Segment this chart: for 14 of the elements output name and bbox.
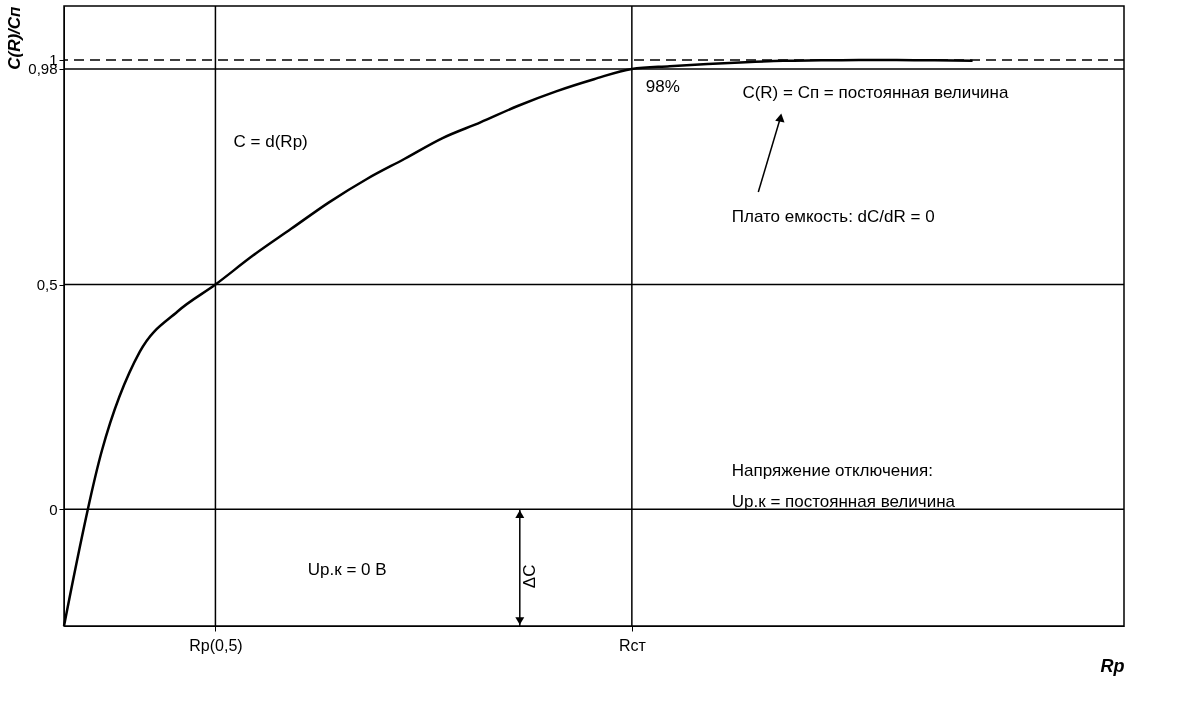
annotation: Uр.к = 0 В	[307, 560, 387, 580]
y-axis-title: C(R)/Cп	[5, 5, 25, 70]
annotation: Плато емкость: dC/dR = 0	[731, 206, 935, 226]
annotation: Напряжение отключения:	[731, 461, 934, 480]
annotation: C = d(Rp)	[233, 132, 308, 152]
annotation: Uр.к = постоянная величина	[731, 492, 956, 511]
y-tick-label: 0	[49, 500, 58, 518]
y-tick-label: 0,5	[36, 276, 58, 294]
x-tick-label: Rp(0,5)	[189, 636, 243, 654]
x-axis-title: Rp	[1100, 655, 1125, 676]
x-tick-label: Rст	[618, 636, 647, 654]
annotation: ΔC	[520, 564, 540, 589]
annotation: 98%	[645, 76, 680, 96]
annotation: C(R) = Cп = постоянная величина	[742, 82, 1009, 102]
